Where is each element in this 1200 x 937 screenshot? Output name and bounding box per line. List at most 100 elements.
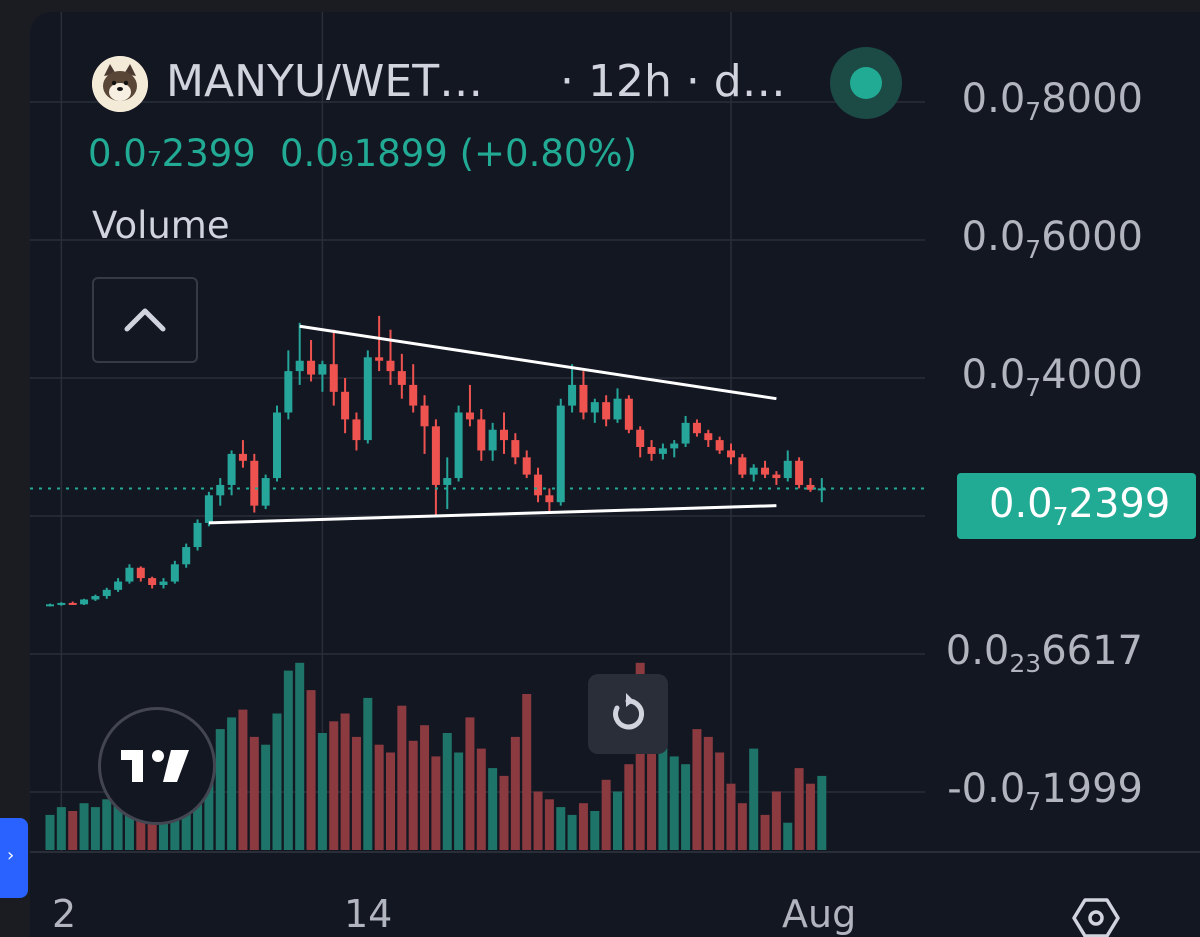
y-tick-label: -0.071999 xyxy=(947,766,1143,816)
y-tick-label: 0.0236617 xyxy=(945,628,1143,678)
candle-body xyxy=(806,484,815,490)
chevron-up-icon xyxy=(124,308,166,332)
candle-body xyxy=(238,453,247,461)
candle-body xyxy=(341,391,350,420)
volume-bar xyxy=(283,670,293,850)
candle-body xyxy=(636,429,645,447)
x-tick-label: 14 xyxy=(344,892,393,936)
volume-bar xyxy=(692,729,702,850)
volume-bar xyxy=(749,748,759,850)
settings-hexagon-icon[interactable] xyxy=(1070,892,1122,937)
candle-body xyxy=(91,596,100,600)
candle-body xyxy=(613,398,622,420)
candle-body xyxy=(68,602,77,605)
volume-bar xyxy=(238,709,248,850)
volume-bar xyxy=(476,748,486,850)
volume-bar xyxy=(760,814,770,850)
interval-label[interactable]: · 12h · d… xyxy=(546,56,786,107)
candle-body xyxy=(658,448,667,454)
volume-bar xyxy=(420,725,430,850)
volume-bar xyxy=(510,736,520,850)
volume-bar xyxy=(794,768,804,850)
volume-bar xyxy=(703,736,713,850)
volume-bar xyxy=(465,717,475,850)
candle-body xyxy=(273,412,281,479)
candle-body xyxy=(545,495,554,503)
volume-bar xyxy=(397,705,407,850)
volume-bar xyxy=(329,721,339,850)
volume-bar xyxy=(578,803,588,850)
volume-bar xyxy=(658,713,668,850)
volume-bar xyxy=(556,807,566,850)
volume-bar xyxy=(635,662,645,850)
candle-body xyxy=(295,360,304,372)
volume-bar xyxy=(204,748,214,850)
candle-body xyxy=(647,447,656,454)
candle-body xyxy=(681,422,690,444)
volume-bar xyxy=(56,807,66,850)
symbol-title[interactable]: MANYU/WET… xyxy=(166,56,484,107)
token-logo-icon xyxy=(92,56,148,112)
candle-body xyxy=(817,488,826,491)
candle-body xyxy=(568,384,577,406)
candle-body xyxy=(749,467,758,475)
volume-indicator-label[interactable]: Volume xyxy=(92,204,230,247)
candle-body xyxy=(227,453,236,485)
volume-bar xyxy=(102,799,112,850)
candle-body xyxy=(125,567,134,582)
side-panel-toggle[interactable]: › xyxy=(0,818,28,898)
volume-bar xyxy=(442,733,452,850)
last-price-label: 0.072399 xyxy=(957,473,1196,539)
price-change-value: 0.0₉1899 (+0.80%) xyxy=(280,132,638,175)
volume-bar xyxy=(431,756,441,850)
candle-body xyxy=(250,460,259,506)
volume-bar xyxy=(124,799,134,850)
volume-bar xyxy=(681,764,691,850)
volume-bar xyxy=(374,744,384,850)
candle-body xyxy=(465,412,474,420)
volume-bar xyxy=(601,779,611,850)
volume-bar xyxy=(113,791,123,850)
candle-body xyxy=(182,547,191,565)
volume-bar xyxy=(488,768,498,850)
collapse-legend-button[interactable] xyxy=(92,277,198,363)
volume-bar xyxy=(771,791,781,850)
volume-bar xyxy=(737,803,747,850)
volume-bar xyxy=(317,733,327,850)
candle-body xyxy=(783,460,792,479)
volume-bar xyxy=(613,791,622,850)
candle-body xyxy=(114,581,123,590)
volume-bar xyxy=(533,791,543,850)
volume-bar xyxy=(522,694,532,850)
volume-bar xyxy=(647,733,657,850)
volume-bar xyxy=(783,822,793,850)
candle-body xyxy=(624,398,633,430)
volume-bar xyxy=(669,756,679,850)
volume-bar xyxy=(79,803,89,850)
reset-chart-button[interactable] xyxy=(588,674,668,754)
candle-body xyxy=(454,412,463,479)
candle-body xyxy=(488,429,497,451)
volume-bar xyxy=(45,814,55,850)
volume-bar xyxy=(454,752,464,850)
candle-body xyxy=(556,405,565,503)
volume-bar xyxy=(624,764,634,850)
candle-body xyxy=(80,599,89,605)
candle-body xyxy=(352,419,361,441)
volume-bar xyxy=(227,717,237,850)
candle-body xyxy=(318,364,327,375)
candle-body xyxy=(761,467,770,475)
tradingview-logo-icon[interactable] xyxy=(98,707,216,825)
volume-bar xyxy=(351,736,361,850)
volume-bar xyxy=(306,690,316,850)
candle-body xyxy=(261,478,270,506)
candle-body xyxy=(772,474,781,479)
volume-bar xyxy=(261,744,271,850)
candle-body xyxy=(148,578,157,585)
volume-bar xyxy=(544,799,554,850)
candle-body xyxy=(795,460,804,485)
candle-body xyxy=(670,443,679,449)
candle-body xyxy=(590,402,599,413)
x-tick-label: Aug xyxy=(782,892,857,936)
volume-bar xyxy=(386,752,395,850)
